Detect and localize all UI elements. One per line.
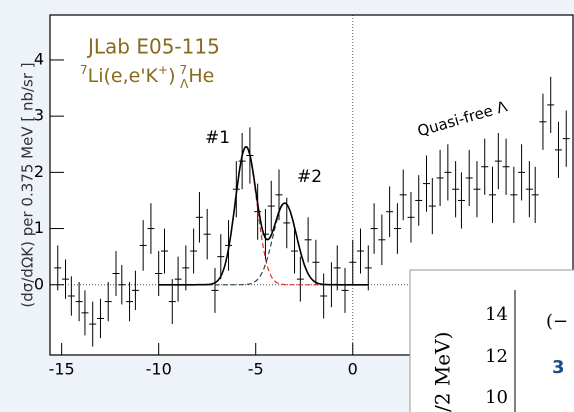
annotation: #2 [297, 167, 322, 187]
y-tick-label: 0 [34, 274, 44, 293]
inset-tick-label: 10 [485, 387, 508, 408]
annotation: #1 [205, 128, 230, 148]
x-tick-label: -15 [49, 360, 75, 379]
inset-tick-label: 14 [485, 304, 508, 325]
inset-text: 3 [552, 357, 565, 378]
y-tick-label: 2 [34, 162, 44, 181]
inset-text: (− [546, 311, 568, 332]
inset-tick-label: 12 [485, 346, 508, 367]
x-tick-label: 0 [348, 360, 358, 379]
x-tick-label: -5 [248, 360, 264, 379]
inset: 14 12 10 /2 MeV) (− 3 [409, 269, 574, 412]
reaction: 7Li(e,e'K+) 7 ΛHe [80, 63, 214, 91]
inset-axis-label: /2 MeV) [431, 332, 455, 412]
y-axis-label: (dσ/dΩK) per 0.375 MeV [ nb/sr ] [19, 62, 37, 307]
marks [50, 15, 574, 355]
chart-title: JLab E05-115 [86, 35, 220, 59]
x-tick-label: -10 [146, 360, 172, 379]
y-tick-label: 3 [34, 106, 44, 125]
y-tick-label: 1 [34, 218, 44, 237]
inset-box [409, 269, 574, 412]
y-tick-label: 4 [34, 49, 44, 68]
fit-sum [158, 145, 369, 286]
frame [49, 14, 574, 356]
